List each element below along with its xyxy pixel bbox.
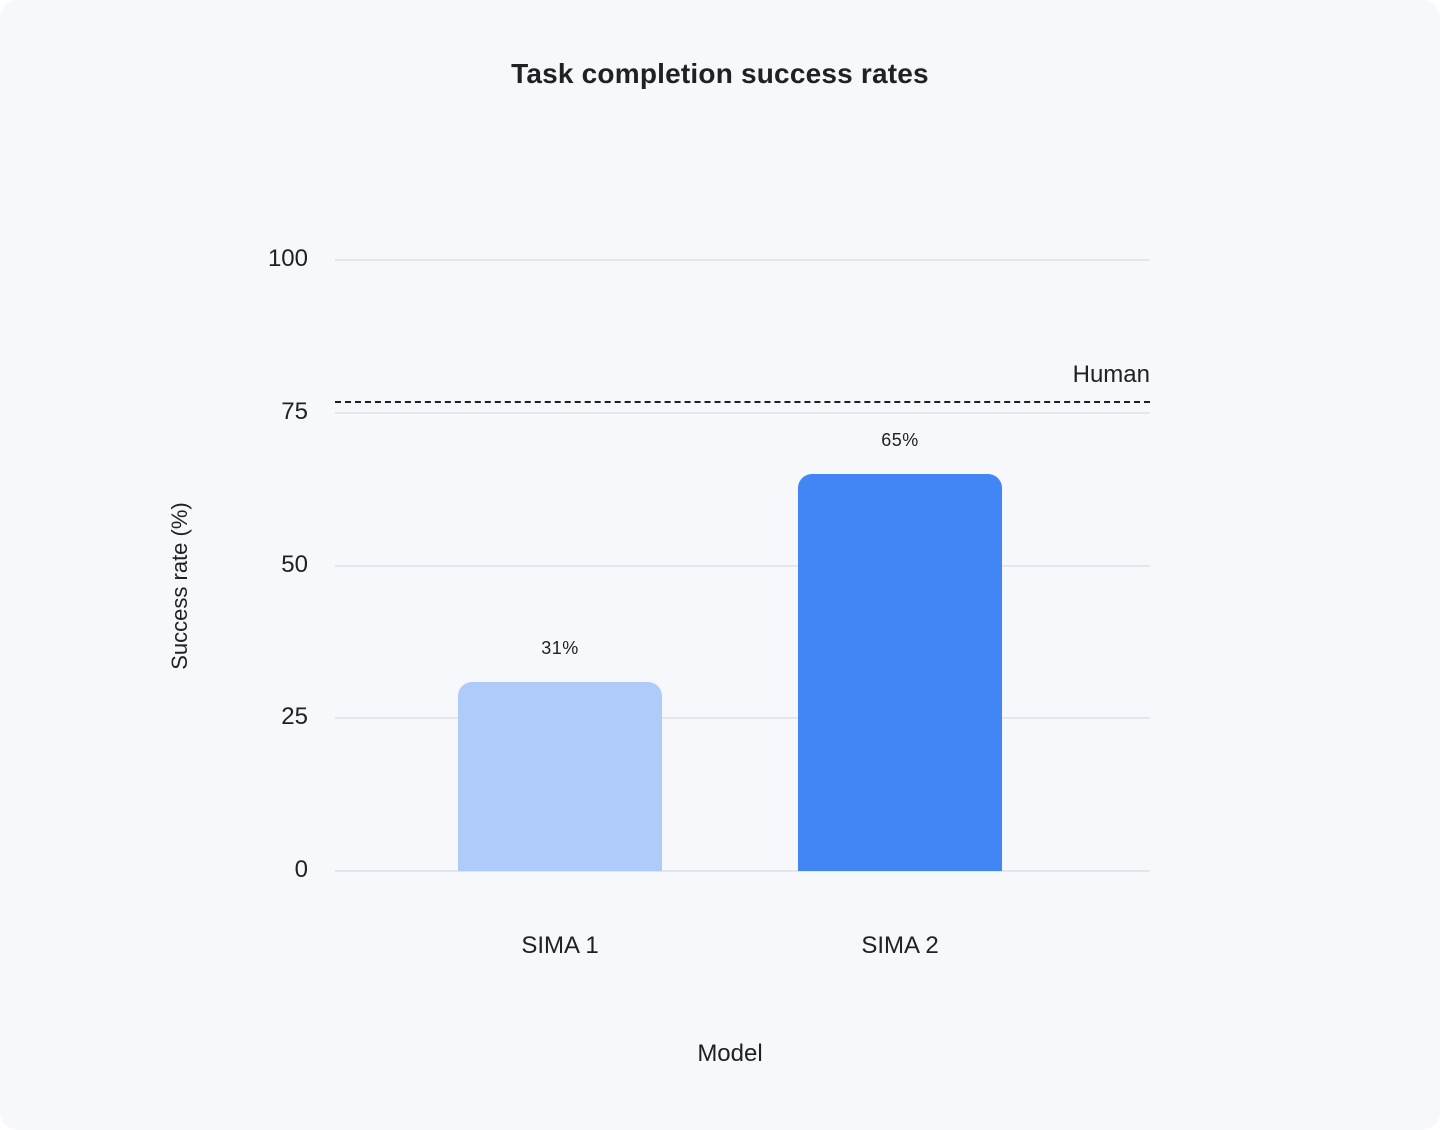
human-reference-line bbox=[335, 401, 1150, 403]
gridline bbox=[335, 717, 1150, 719]
gridline bbox=[335, 412, 1150, 414]
y-tick-label: 50 bbox=[281, 551, 308, 578]
bar-value-label: 31% bbox=[541, 638, 579, 658]
gridline bbox=[335, 870, 1150, 872]
x-tick-label: SIMA 2 bbox=[861, 932, 939, 959]
bar-value-label: 65% bbox=[881, 430, 919, 450]
chart-title: Task completion success rates bbox=[511, 58, 929, 89]
y-tick-label: 75 bbox=[281, 398, 308, 425]
gridline bbox=[335, 565, 1150, 567]
human-reference-label: Human bbox=[1072, 361, 1150, 388]
bar-sima-1 bbox=[458, 682, 662, 871]
x-tick-label: SIMA 1 bbox=[521, 932, 599, 959]
bar-sima-2 bbox=[798, 474, 1002, 871]
gridline bbox=[335, 259, 1150, 261]
y-tick-label: 0 bbox=[294, 856, 308, 883]
y-tick-label: 25 bbox=[281, 703, 308, 730]
y-axis-title: Success rate (%) bbox=[167, 502, 192, 670]
x-axis-title: Model bbox=[697, 1040, 763, 1067]
y-tick-label: 100 bbox=[267, 245, 308, 272]
